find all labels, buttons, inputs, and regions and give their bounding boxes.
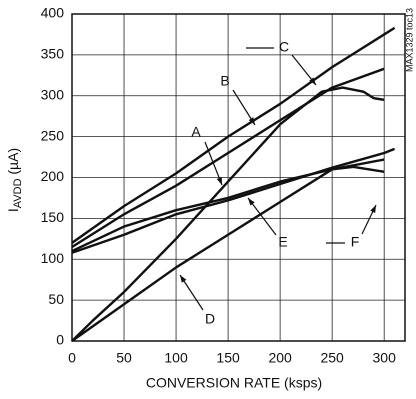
x-tick-label: 150 — [216, 350, 240, 366]
series-label: C — [279, 39, 289, 55]
y-label-main: I — [5, 208, 21, 212]
curve — [71, 26, 396, 244]
curve — [71, 165, 385, 342]
y-axis-label: IAVDD (µA) — [5, 148, 24, 212]
series-label: A — [191, 124, 201, 140]
arrow-head — [370, 205, 376, 213]
curve — [71, 86, 385, 342]
y-tick-label: 250 — [41, 127, 65, 143]
x-tick-label: 300 — [373, 350, 397, 366]
x-tick-label: 100 — [164, 350, 188, 366]
x-axis-label: CONVERSION RATE (ksps) — [146, 375, 322, 391]
x-tick-label: 200 — [268, 350, 292, 366]
curve — [71, 67, 385, 249]
figure-note: MAX1329 toc13 — [404, 8, 414, 72]
y-tick-label: 400 — [41, 5, 65, 21]
series-label: E — [278, 234, 287, 250]
arrow-head — [216, 177, 222, 185]
y-tick-label: 0 — [56, 332, 64, 348]
series-label: D — [205, 311, 215, 327]
x-tick-label: 250 — [320, 350, 344, 366]
curve — [71, 147, 396, 254]
plot-frame — [71, 13, 406, 342]
x-tick-label: 0 — [68, 350, 76, 366]
y-tick-label: 100 — [41, 250, 65, 266]
arrow-head — [180, 275, 187, 283]
curve — [71, 158, 385, 253]
y-tick-label: 150 — [41, 209, 65, 225]
y-label-sub: AVDD — [12, 178, 24, 208]
series-label: F — [351, 234, 360, 250]
x-tick-label: 50 — [116, 350, 132, 366]
series-label: B — [220, 73, 229, 89]
y-tick-label: 350 — [41, 46, 65, 62]
leader-arrow — [204, 141, 223, 186]
y-label-unit: (µA) — [5, 148, 21, 179]
y-tick-label: 200 — [41, 168, 65, 184]
arrow-head — [248, 117, 255, 125]
leader-arrow — [247, 197, 277, 236]
y-tick-label: 50 — [48, 291, 64, 307]
arrow-head — [309, 77, 316, 85]
y-tick-label: 300 — [41, 86, 65, 102]
arrow-head — [248, 198, 255, 206]
